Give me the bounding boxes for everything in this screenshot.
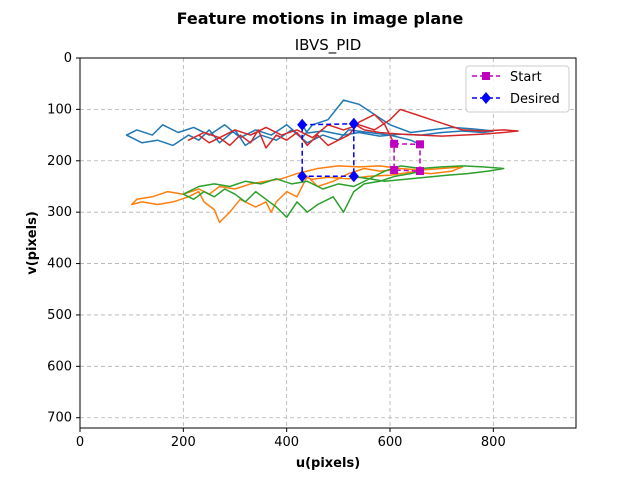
legend-desired-marker — [481, 92, 491, 104]
legend-start-label: Start — [510, 70, 542, 85]
x-tick-label: 800 — [481, 435, 506, 450]
y-tick-label: 0 — [64, 51, 72, 66]
axis-ticks: 0 200 400 600 800 0 100 200 300 400 500 600 700 — [47, 51, 506, 450]
trajectory-line-2 — [130, 165, 464, 224]
y-tick-label: 600 — [47, 359, 72, 374]
desired-marker — [297, 170, 308, 183]
x-tick-label: 0 — [76, 435, 84, 450]
y-tick-label: 200 — [47, 154, 72, 169]
desired-marker — [348, 117, 359, 130]
x-tick-label: 400 — [274, 435, 299, 450]
start-marker — [415, 140, 424, 149]
trajectory-line-3 — [182, 165, 505, 219]
feature-polygons — [297, 117, 424, 183]
y-axis-label: v(pixels) — [25, 211, 40, 275]
legend-desired-label: Desired — [510, 92, 560, 107]
y-tick-label: 500 — [47, 308, 72, 323]
start-marker — [390, 139, 399, 148]
start-marker — [390, 166, 399, 175]
y-tick-label: 100 — [47, 102, 72, 117]
chart-suptitle: Feature motions in image plane — [177, 9, 464, 28]
plot-area — [80, 58, 576, 428]
trajectory-line-4 — [187, 108, 519, 149]
trajectory-series — [125, 99, 519, 224]
legend-start-marker — [482, 72, 490, 80]
desired-marker — [348, 170, 359, 183]
y-tick-label: 700 — [47, 411, 72, 426]
plot-frame — [79, 57, 577, 429]
desired-marker — [297, 118, 308, 131]
legend: Start Desired — [465, 65, 570, 113]
x-tick-label: 200 — [171, 435, 196, 450]
y-tick-label: 400 — [47, 257, 72, 272]
x-axis-label: u(pixels) — [296, 456, 360, 471]
x-tick-label: 600 — [378, 435, 403, 450]
y-tick-label: 300 — [47, 205, 72, 220]
legend-box — [465, 65, 570, 113]
chart-title: IBVS_PID — [295, 36, 362, 55]
start-marker — [415, 167, 424, 176]
